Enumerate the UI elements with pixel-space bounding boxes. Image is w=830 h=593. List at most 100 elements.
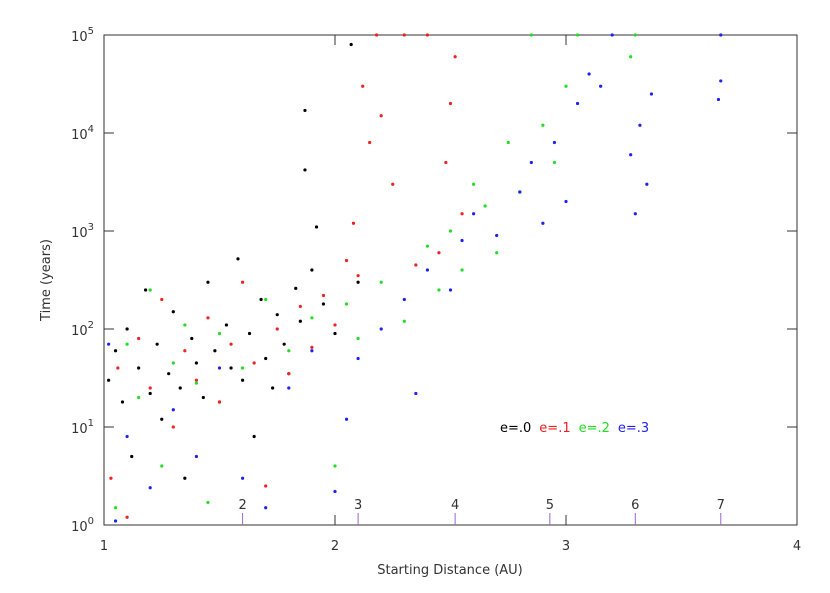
y-tick-exponent: 0 [88, 516, 94, 527]
x-tick-label: 3 [562, 539, 570, 554]
point [402, 319, 406, 323]
point [541, 221, 545, 225]
point [206, 316, 210, 320]
point [217, 366, 222, 370]
point [241, 378, 245, 382]
point [107, 378, 111, 382]
point [361, 84, 365, 88]
point [599, 84, 603, 88]
point [160, 417, 164, 421]
x-tick-label: 4 [793, 539, 801, 554]
point [356, 280, 360, 284]
point [116, 366, 120, 370]
point [264, 506, 268, 510]
point [109, 476, 113, 480]
point [587, 72, 591, 76]
point [314, 225, 319, 229]
y-tick-base: 10 [71, 30, 88, 45]
y-tick-base: 10 [71, 324, 88, 339]
point [414, 391, 418, 396]
point [379, 114, 383, 118]
point [120, 400, 125, 404]
x-tick-label: 2 [331, 539, 339, 554]
point [259, 297, 263, 302]
point [287, 386, 291, 390]
plot-frame [103, 34, 798, 526]
y-tick-label: 100 [71, 516, 94, 535]
point [638, 123, 642, 127]
legend-entry: e=.0 [500, 421, 531, 436]
point [472, 182, 476, 186]
point [321, 293, 326, 298]
point [610, 33, 614, 37]
point [107, 342, 111, 346]
point [552, 140, 557, 145]
point [460, 238, 464, 243]
point [247, 331, 252, 336]
point [351, 221, 356, 225]
x-tick-label: 1 [100, 539, 108, 554]
y-tick-base: 10 [71, 226, 88, 241]
y-tick-exponent: 4 [88, 124, 94, 135]
point [552, 160, 557, 165]
point [425, 268, 429, 272]
point [437, 288, 441, 292]
point [298, 319, 302, 323]
point [130, 454, 134, 459]
y-tick-label: 104 [71, 124, 94, 143]
point [333, 489, 337, 494]
point [310, 316, 314, 320]
point [217, 400, 222, 404]
point [402, 33, 406, 37]
point [137, 395, 141, 400]
point [298, 304, 302, 309]
point [333, 464, 337, 468]
point [282, 342, 286, 346]
point [529, 33, 533, 37]
point [224, 323, 229, 327]
point [356, 274, 360, 278]
point [264, 356, 268, 361]
y-tick-exponent: 2 [88, 320, 94, 331]
point [194, 361, 198, 365]
point [310, 349, 314, 353]
point [148, 288, 152, 292]
point [252, 361, 256, 365]
resonance-label: 2 [238, 498, 246, 513]
resonance-label: 4 [451, 498, 459, 513]
point [217, 331, 222, 336]
point [137, 336, 141, 341]
point [275, 327, 279, 331]
point [241, 280, 245, 284]
point [183, 323, 187, 327]
point [629, 153, 633, 157]
point [303, 168, 307, 172]
point [310, 345, 314, 349]
point [391, 182, 395, 186]
point [344, 258, 349, 263]
y-tick-base: 10 [71, 422, 88, 437]
point [460, 212, 464, 216]
x-axis-label: Starting Distance (AU) [377, 563, 523, 578]
point [125, 434, 129, 439]
y-tick-label: 101 [71, 418, 94, 437]
point [287, 372, 291, 376]
y-tick-label: 103 [71, 222, 94, 241]
point [448, 101, 453, 106]
point [287, 349, 291, 353]
point [402, 297, 406, 302]
y-tick-base: 10 [71, 128, 88, 143]
y-tick-label: 102 [71, 320, 94, 339]
point [148, 391, 152, 396]
point [194, 454, 198, 459]
point [310, 268, 314, 272]
point [148, 386, 152, 390]
point [236, 257, 240, 261]
y-tick-label: 105 [71, 26, 94, 45]
point [575, 101, 580, 106]
point [178, 386, 182, 390]
point [143, 288, 148, 292]
point [453, 55, 457, 59]
point [719, 33, 723, 37]
point [171, 408, 175, 412]
